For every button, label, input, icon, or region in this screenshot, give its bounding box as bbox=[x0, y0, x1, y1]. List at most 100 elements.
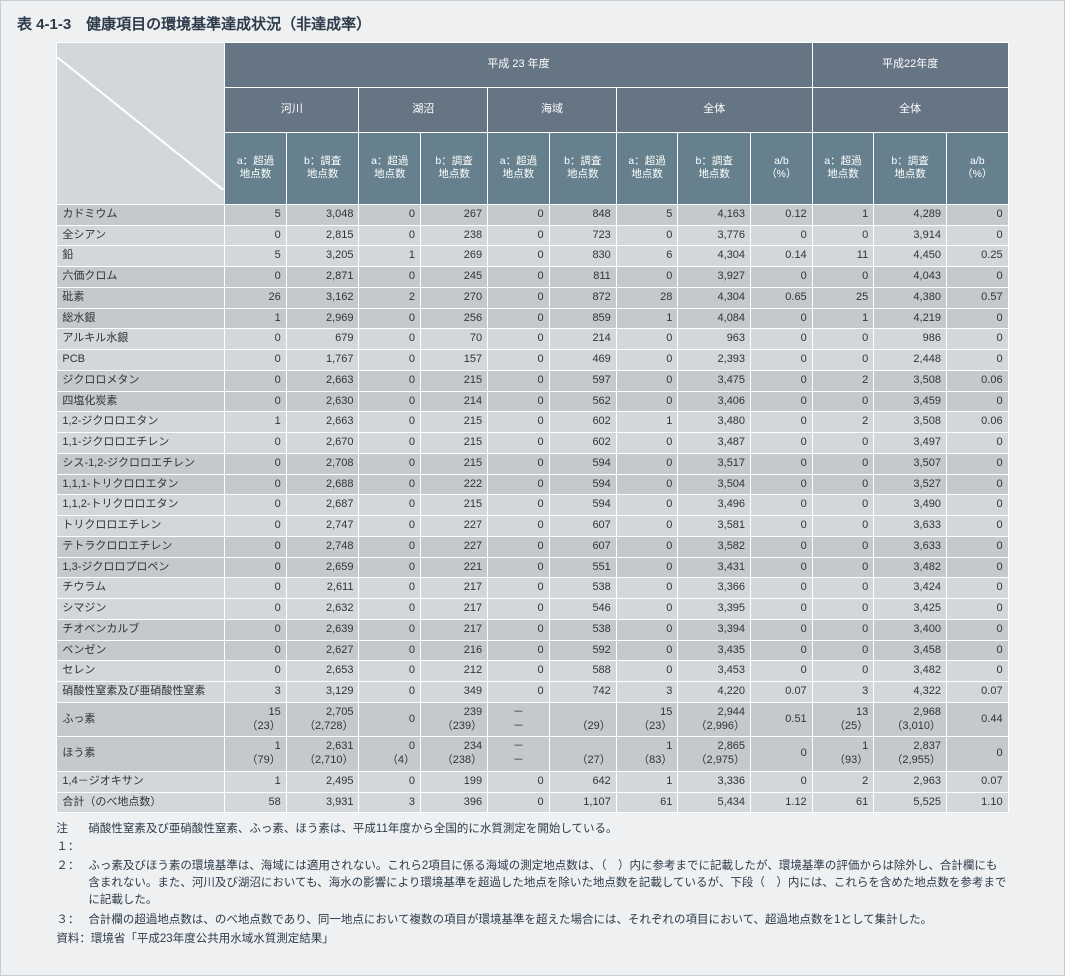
data-cell: 0 bbox=[946, 619, 1008, 640]
data-cell: 2,837 （2,955） bbox=[874, 737, 947, 772]
data-cell: 2,687 bbox=[286, 495, 359, 516]
data-cell: 0 bbox=[616, 453, 678, 474]
row-label: カドミウム bbox=[57, 204, 225, 225]
data-cell: 61 bbox=[812, 792, 874, 813]
data-cell: 28 bbox=[616, 287, 678, 308]
data-cell: 1 bbox=[359, 246, 421, 267]
data-cell: 234 （238） bbox=[421, 737, 488, 772]
data-cell: 13 （25） bbox=[812, 702, 874, 737]
data-cell: 2,627 bbox=[286, 640, 359, 661]
data-cell: 0 bbox=[488, 536, 550, 557]
table-body: カドミウム53,0480267084854,1630.1214,2890全シアン… bbox=[57, 204, 1008, 813]
data-cell: 538 bbox=[549, 578, 616, 599]
data-cell: 1 （83） bbox=[616, 737, 678, 772]
footnotes: 注１：硝酸性窒素及び亜硝酸性窒素、ふっ素、ほう素は、平成11年度から全国的に水質… bbox=[56, 821, 1008, 948]
data-cell: 3,048 bbox=[286, 204, 359, 225]
data-cell: 0.07 bbox=[751, 682, 813, 703]
row-label: 六価クロム bbox=[57, 267, 225, 288]
table-row: 総水銀12,9690256085914,084014,2190 bbox=[57, 308, 1008, 329]
header-group-kaiiki: 海域 bbox=[488, 87, 617, 132]
row-label: 1,1,1-トリクロロエタン bbox=[57, 474, 225, 495]
data-cell: 3,482 bbox=[874, 661, 947, 682]
row-label: 鉛 bbox=[57, 246, 225, 267]
data-cell: 0 bbox=[359, 474, 421, 495]
data-cell: 0 bbox=[946, 308, 1008, 329]
data-cell: 6 bbox=[616, 246, 678, 267]
data-cell: 2,968 （3,010） bbox=[874, 702, 947, 737]
data-cell: 2,815 bbox=[286, 225, 359, 246]
table-row: 鉛53,2051269083064,3040.14114,4500.25 bbox=[57, 246, 1008, 267]
data-cell: 0 bbox=[359, 682, 421, 703]
data-cell: 602 bbox=[549, 412, 616, 433]
data-cell: 267 bbox=[421, 204, 488, 225]
data-cell: 3,366 bbox=[678, 578, 751, 599]
data-cell: 0 bbox=[751, 640, 813, 661]
row-label: ジクロロメタン bbox=[57, 370, 225, 391]
data-cell: 0 bbox=[812, 640, 874, 661]
data-cell: 3,162 bbox=[286, 287, 359, 308]
data-cell: 0 bbox=[616, 619, 678, 640]
row-label: 1,1-ジクロロエチレン bbox=[57, 433, 225, 454]
data-cell: 562 bbox=[549, 391, 616, 412]
data-cell: 2,639 bbox=[286, 619, 359, 640]
data-cell: 0 bbox=[616, 370, 678, 391]
data-cell: 0 bbox=[225, 329, 287, 350]
data-cell: 0 bbox=[225, 619, 287, 640]
data-cell: 0 bbox=[946, 495, 1008, 516]
row-label: ほう素 bbox=[57, 737, 225, 772]
footnote-tag: ３： bbox=[56, 912, 88, 929]
data-cell: 0 bbox=[225, 267, 287, 288]
data-cell: 3,482 bbox=[874, 557, 947, 578]
data-cell: 0 bbox=[359, 516, 421, 537]
data-cell: 2,630 bbox=[286, 391, 359, 412]
data-cell: 0 bbox=[812, 557, 874, 578]
data-cell: 15 （23） bbox=[616, 702, 678, 737]
data-cell: 0 bbox=[812, 578, 874, 599]
data-cell: 2,663 bbox=[286, 370, 359, 391]
data-cell: 0 bbox=[488, 204, 550, 225]
table-row: ベンゼン02,6270216059203,435003,4580 bbox=[57, 640, 1008, 661]
data-cell: 0 bbox=[946, 599, 1008, 620]
data-cell: 0 bbox=[946, 225, 1008, 246]
data-cell: 3,504 bbox=[678, 474, 751, 495]
data-cell: 0 bbox=[225, 433, 287, 454]
data-cell: 0 bbox=[751, 391, 813, 412]
row-label: 四塩化炭素 bbox=[57, 391, 225, 412]
data-cell: 3,527 bbox=[874, 474, 947, 495]
data-cell: 1 bbox=[225, 412, 287, 433]
data-cell: 0 bbox=[359, 308, 421, 329]
table-row: 1,2-ジクロロエタン12,6630215060213,480023,5080.… bbox=[57, 412, 1008, 433]
data-cell: 5 bbox=[616, 204, 678, 225]
data-cell: 2,705 （2,728） bbox=[286, 702, 359, 737]
data-cell: 0 bbox=[225, 557, 287, 578]
data-cell: 3,394 bbox=[678, 619, 751, 640]
sub-b: b：調査 地点数 bbox=[421, 132, 488, 204]
data-cell: 0 bbox=[812, 536, 874, 557]
data-cell: 1.12 bbox=[751, 792, 813, 813]
table-row: 1,1,1-トリクロロエタン02,6880222059403,504003,52… bbox=[57, 474, 1008, 495]
data-cell: 0 bbox=[616, 640, 678, 661]
row-label: テトラクロロエチレン bbox=[57, 536, 225, 557]
table-row: 1,3-ジクロロプロペン02,6590221055103,431003,4820 bbox=[57, 557, 1008, 578]
data-cell: 2 bbox=[812, 370, 874, 391]
data-cell: 0 bbox=[751, 350, 813, 371]
data-cell: 5 bbox=[225, 246, 287, 267]
row-label: セレン bbox=[57, 661, 225, 682]
data-cell: 0 bbox=[812, 619, 874, 640]
data-cell: 0 bbox=[946, 391, 1008, 412]
footnote-line: 注１：硝酸性窒素及び亜硝酸性窒素、ふっ素、ほう素は、平成11年度から全国的に水質… bbox=[56, 821, 1008, 856]
data-cell: 0 bbox=[616, 557, 678, 578]
data-cell: 0 bbox=[616, 599, 678, 620]
data-cell: 0 bbox=[488, 661, 550, 682]
data-cell: 0 bbox=[751, 771, 813, 792]
data-cell: 3,487 bbox=[678, 433, 751, 454]
data-cell: 157 bbox=[421, 350, 488, 371]
data-cell: 0 bbox=[488, 453, 550, 474]
data-cell: 0 bbox=[946, 661, 1008, 682]
data-cell: 0 bbox=[946, 433, 1008, 454]
sub-ab: a/b （%） bbox=[946, 132, 1008, 204]
data-cell: 0 bbox=[359, 557, 421, 578]
data-cell: 594 bbox=[549, 453, 616, 474]
row-label: アルキル水銀 bbox=[57, 329, 225, 350]
data-cell: 0 bbox=[616, 536, 678, 557]
